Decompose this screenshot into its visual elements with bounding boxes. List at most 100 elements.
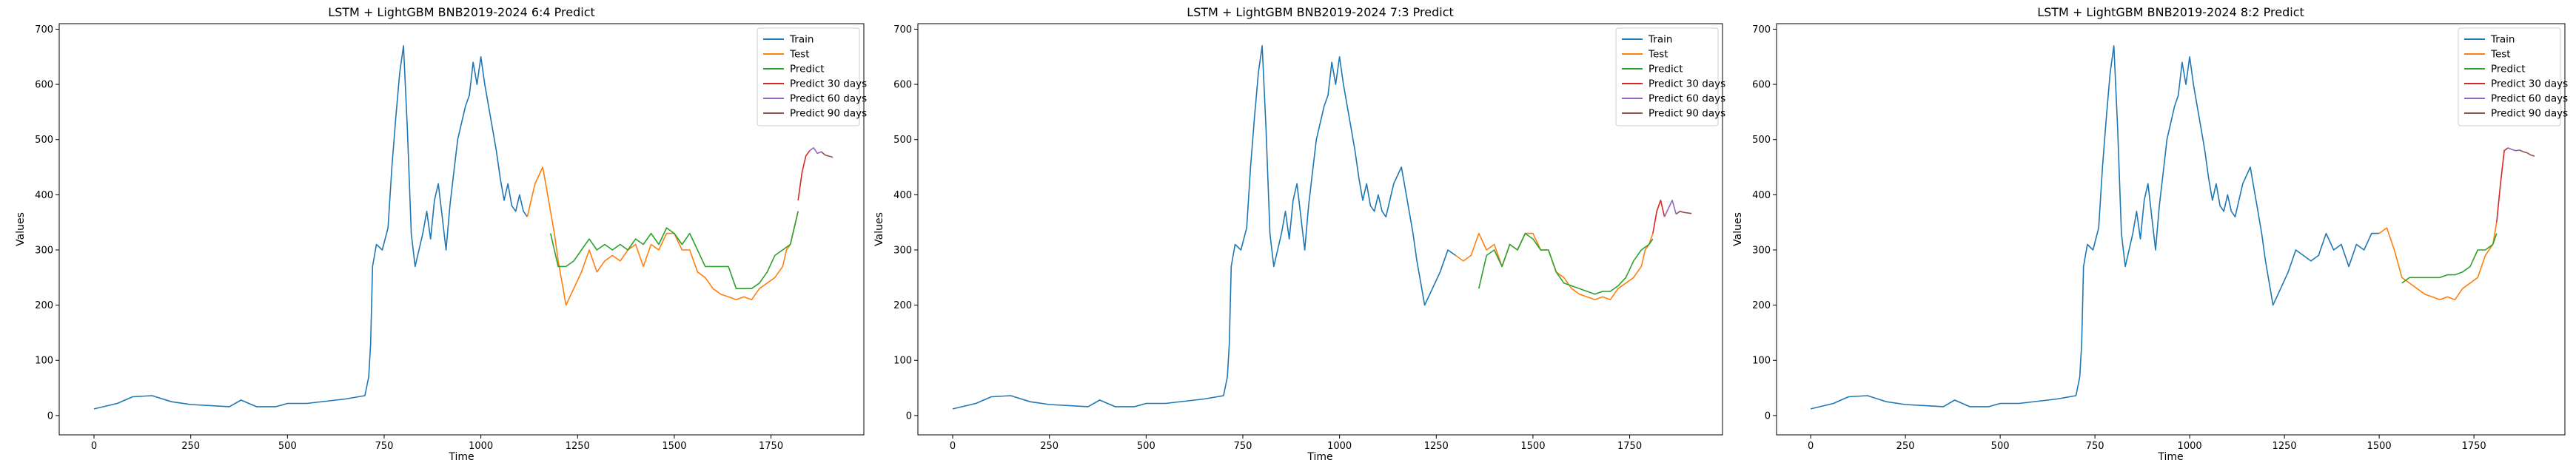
series-line-train <box>1810 45 2380 410</box>
x-tick-label: 750 <box>1234 441 1252 452</box>
legend-label-test: Test <box>2490 49 2511 61</box>
chart-title: LSTM + LightGBM BNB2019-2024 8:2 Predict <box>2037 5 2304 19</box>
series-line-train <box>952 45 1456 410</box>
x-tick-label: 500 <box>1991 441 2010 452</box>
x-tick-label: 1000 <box>2178 441 2202 452</box>
y-tick-label: 100 <box>35 356 53 367</box>
y-tick-label: 600 <box>35 80 53 91</box>
legend-label-train: Train <box>789 34 814 46</box>
y-tick-label: 300 <box>1752 245 1771 256</box>
series-line-train <box>93 45 528 410</box>
x-tick-label: 0 <box>1808 441 1814 452</box>
y-tick-label: 700 <box>35 24 53 35</box>
x-tick-label: 250 <box>1896 441 1915 452</box>
x-tick-label: 1250 <box>2273 441 2297 452</box>
series-line-predict-30-days <box>1652 200 1666 234</box>
x-tick-label: 1750 <box>2462 441 2486 452</box>
series-line-test <box>1455 232 1654 300</box>
x-tick-label: 1750 <box>1617 441 1642 452</box>
plot-frame <box>58 23 865 436</box>
series-line-predict-90-days <box>820 151 833 158</box>
chart-title: LSTM + LightGBM BNB2019-2024 6:4 Predict <box>328 5 595 19</box>
y-axis-label: Values <box>1732 212 1744 246</box>
x-tick-label: 0 <box>950 441 956 452</box>
legend: Train Test Predict Predict 30 days Predict 6… <box>757 27 867 126</box>
legend-label-predict-60-days: Predict 60 days <box>2491 93 2568 105</box>
series-line-predict-90-days <box>1675 210 1692 215</box>
x-tick-label: 1000 <box>1327 441 1352 452</box>
y-tick-label: 300 <box>893 245 912 256</box>
series-line-predict-60-days <box>2507 147 2520 152</box>
y-tick-label: 700 <box>1752 24 1771 35</box>
y-tick-label: 0 <box>906 410 912 422</box>
legend-label-train: Train <box>2490 34 2515 46</box>
series-line-predict-30-days <box>797 150 811 200</box>
series-line-predict-30-days <box>2496 147 2509 223</box>
legend-label-predict-90-days: Predict 90 days <box>2491 108 2568 120</box>
legend-box <box>757 27 860 126</box>
legend-label-test: Test <box>1648 49 1668 61</box>
series-line-predict-90-days <box>2519 149 2535 157</box>
y-tick-label: 500 <box>35 135 53 146</box>
x-tick-label: 250 <box>1040 441 1059 452</box>
x-axis-label: Time <box>1307 451 1332 460</box>
series-group <box>1810 45 2535 410</box>
x-tick-label: 250 <box>181 441 200 452</box>
series-group <box>952 45 1692 410</box>
legend-label-test: Test <box>789 49 810 61</box>
y-tick-label: 400 <box>893 190 912 201</box>
y-tick-label: 700 <box>893 24 912 35</box>
y-tick-label: 200 <box>893 300 912 311</box>
y-tick-label: 400 <box>1752 190 1771 201</box>
x-tick-label: 500 <box>1137 441 1155 452</box>
chart-panel-7-3: LSTM + LightGBM BNB2019-2024 7:3 Predict… <box>873 5 1725 460</box>
plot-frame <box>917 23 1723 436</box>
x-tick-label: 1250 <box>1424 441 1449 452</box>
y-tick-label: 600 <box>893 80 912 91</box>
legend: Train Test Predict Predict 30 days Predict 6… <box>2458 27 2568 126</box>
x-axis-label: Time <box>448 451 474 460</box>
series-line-test <box>526 166 799 306</box>
x-tick-label: 1250 <box>566 441 590 452</box>
legend-label-predict-60-days: Predict 60 days <box>1648 93 1725 105</box>
y-tick-label: 0 <box>1765 410 1771 422</box>
series-line-predict <box>549 211 799 289</box>
y-axis-label: Values <box>15 212 27 246</box>
legend-label-predict: Predict <box>1648 64 1683 75</box>
series-line-predict-60-days <box>809 147 822 155</box>
x-tick-label: 1000 <box>469 441 493 452</box>
legend-label-predict-30-days: Predict 30 days <box>2491 78 2568 90</box>
legend-label-predict-90-days: Predict 90 days <box>790 108 867 120</box>
x-tick-label: 750 <box>375 441 394 452</box>
legend-label-train: Train <box>1648 34 1672 46</box>
y-axis-label: Values <box>873 212 885 246</box>
series-line-predict <box>2401 233 2498 284</box>
legend-label-predict: Predict <box>2491 64 2526 75</box>
legend-box <box>1615 27 1719 126</box>
series-line-test <box>2378 222 2498 300</box>
y-tick-label: 100 <box>1752 356 1771 367</box>
y-tick-label: 100 <box>893 356 912 367</box>
series-group <box>93 45 833 410</box>
x-tick-label: 750 <box>2086 441 2104 452</box>
legend-label-predict: Predict <box>790 64 825 75</box>
plot-frame <box>1776 23 2566 436</box>
y-tick-label: 500 <box>893 135 912 146</box>
legend-label-predict-30-days: Predict 30 days <box>790 78 867 90</box>
chart-panel-8-2: LSTM + LightGBM BNB2019-2024 8:2 Predict… <box>1732 5 2568 460</box>
chart-title: LSTM + LightGBM BNB2019-2024 7:3 Predict <box>1187 5 1454 19</box>
y-tick-label: 0 <box>47 410 53 422</box>
x-tick-label: 500 <box>278 441 297 452</box>
series-line-predict <box>1478 232 1654 295</box>
x-tick-label: 1500 <box>662 441 686 452</box>
legend: Train Test Predict Predict 30 days Predict 6… <box>1615 27 1725 126</box>
chart-panel-6-4: LSTM + LightGBM BNB2019-2024 6:4 Predict… <box>15 5 867 460</box>
y-tick-label: 500 <box>1752 135 1771 146</box>
y-tick-label: 600 <box>1752 80 1771 91</box>
y-tick-label: 200 <box>1752 300 1771 311</box>
x-axis-label: Time <box>2157 451 2183 460</box>
legend-label-predict-60-days: Predict 60 days <box>790 93 867 105</box>
y-tick-label: 300 <box>35 245 53 256</box>
x-tick-label: 0 <box>91 441 97 452</box>
